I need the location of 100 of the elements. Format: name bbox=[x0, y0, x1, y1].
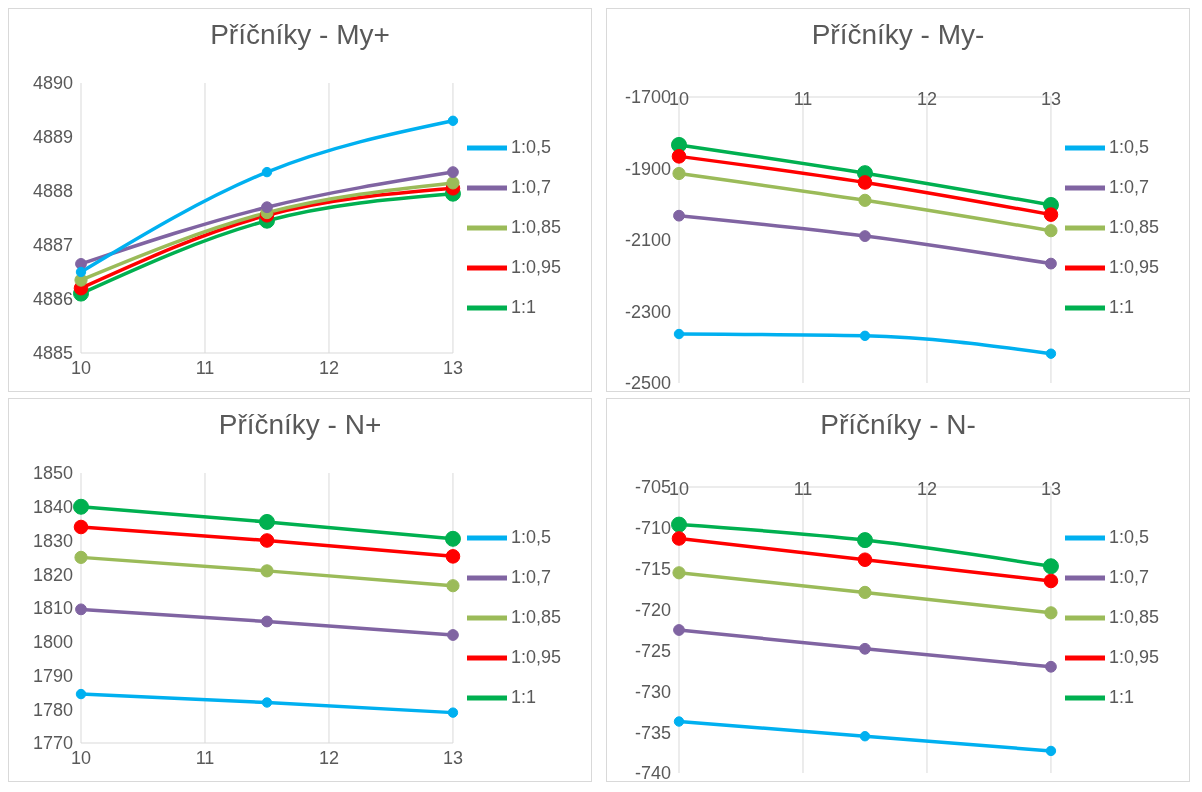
point bbox=[1042, 558, 1059, 575]
x-tick-label: 11 bbox=[793, 479, 813, 499]
point bbox=[859, 642, 871, 655]
x-tick-label: 13 bbox=[1040, 89, 1061, 109]
point bbox=[672, 166, 686, 181]
point bbox=[673, 716, 685, 727]
point bbox=[447, 707, 459, 718]
x-tick-label: 12 bbox=[318, 747, 339, 768]
y-tick-label: 1800 bbox=[32, 632, 73, 653]
legend-label: 1:0,85 bbox=[510, 606, 561, 627]
point bbox=[261, 697, 273, 708]
point bbox=[671, 516, 687, 533]
x-tick-label: 12 bbox=[916, 89, 937, 109]
legend-label: 1:0,95 bbox=[510, 256, 561, 277]
point bbox=[1043, 573, 1059, 589]
point bbox=[1045, 660, 1057, 673]
point bbox=[1045, 257, 1057, 270]
y-tick-label: -735 bbox=[634, 722, 671, 743]
legend-label: 1:0,85 bbox=[1108, 216, 1159, 237]
point bbox=[73, 498, 89, 515]
point bbox=[261, 201, 273, 214]
x-tick-label: 12 bbox=[916, 479, 937, 499]
y-tick-label: 1820 bbox=[32, 564, 73, 585]
point bbox=[74, 550, 88, 564]
point bbox=[671, 149, 687, 164]
y-tick-label: -1700 bbox=[624, 87, 671, 108]
point bbox=[1043, 207, 1059, 222]
point bbox=[859, 230, 871, 242]
point bbox=[73, 519, 89, 535]
chart-title: Příčníky - My+ bbox=[209, 18, 391, 52]
legend-label: 1:0,95 bbox=[510, 646, 561, 667]
y-tick-label: -715 bbox=[634, 559, 671, 580]
point bbox=[857, 552, 873, 568]
point bbox=[446, 579, 460, 593]
x-tick-label: 11 bbox=[793, 89, 813, 109]
y-tick-label: -725 bbox=[634, 640, 671, 661]
x-tick-label: 13 bbox=[1040, 479, 1061, 499]
y-tick-label: -2100 bbox=[624, 230, 671, 251]
y-tick-label: 1840 bbox=[32, 497, 73, 518]
chart-title: Příčníky - My- bbox=[810, 18, 986, 52]
y-tick-label: 1830 bbox=[32, 530, 73, 551]
point bbox=[857, 175, 873, 190]
legend-label: 1:0,5 bbox=[510, 136, 551, 157]
point bbox=[859, 731, 871, 742]
y-tick-label: -730 bbox=[634, 681, 671, 702]
x-tick-label: 12 bbox=[318, 357, 339, 378]
legend-label: 1:0,5 bbox=[510, 526, 551, 547]
point bbox=[859, 330, 871, 342]
y-tick-label: -705 bbox=[634, 477, 671, 498]
point bbox=[75, 688, 87, 700]
x-tick-label: 11 bbox=[195, 357, 215, 378]
y-tick-label: -740 bbox=[634, 763, 671, 784]
y-tick-label: 1780 bbox=[32, 699, 73, 720]
legend-label: 1:1 bbox=[510, 686, 536, 707]
x-tick-label: 10 bbox=[70, 747, 92, 768]
legend-label: 1:0,7 bbox=[510, 176, 551, 197]
point bbox=[1044, 224, 1058, 238]
point bbox=[856, 532, 873, 549]
y-tick-label: 1790 bbox=[32, 665, 73, 686]
x-tick-label: 11 bbox=[195, 747, 215, 768]
chart-title: Příčníky - N+ bbox=[217, 408, 383, 442]
y-tick-label: -2300 bbox=[624, 301, 671, 322]
x-tick-label: 13 bbox=[442, 357, 463, 378]
point bbox=[75, 603, 87, 616]
point bbox=[671, 531, 687, 546]
point bbox=[858, 193, 872, 207]
point bbox=[445, 549, 461, 564]
legend-label: 1:0,7 bbox=[1108, 176, 1149, 197]
legend-label: 1:0,5 bbox=[1108, 136, 1149, 157]
y-tick-label: -710 bbox=[634, 518, 671, 539]
point bbox=[673, 328, 685, 340]
point bbox=[259, 533, 275, 548]
legend-label: 1:1 bbox=[510, 296, 536, 317]
point bbox=[1045, 348, 1057, 359]
legend-label: 1:0,85 bbox=[510, 216, 561, 237]
point bbox=[447, 166, 459, 178]
y-tick-label: 1850 bbox=[32, 463, 73, 484]
x-tick-label: 13 bbox=[442, 747, 463, 768]
y-tick-label: -720 bbox=[634, 599, 671, 620]
legend-label: 1:0,7 bbox=[1108, 566, 1149, 587]
point bbox=[673, 624, 685, 636]
point bbox=[1045, 745, 1057, 757]
point bbox=[444, 530, 461, 547]
legend-label: 1:0,85 bbox=[1108, 606, 1159, 627]
legend-label: 1:0,95 bbox=[1108, 256, 1159, 277]
legend-label: 1:1 bbox=[1108, 686, 1134, 707]
y-tick-label: -1900 bbox=[624, 158, 671, 179]
point bbox=[261, 615, 273, 628]
y-tick-label: 4885 bbox=[32, 343, 73, 364]
point bbox=[258, 513, 275, 530]
y-tick-label: 4890 bbox=[32, 73, 73, 94]
y-tick-label: 1770 bbox=[32, 733, 73, 754]
y-tick-label: 1810 bbox=[32, 598, 73, 619]
y-tick-label: -2500 bbox=[624, 373, 671, 394]
y-tick-label: 4887 bbox=[32, 235, 73, 256]
point bbox=[672, 566, 686, 580]
point bbox=[447, 115, 459, 126]
point bbox=[447, 629, 459, 641]
point bbox=[446, 176, 460, 190]
legend-label: 1:0,5 bbox=[1108, 526, 1149, 547]
